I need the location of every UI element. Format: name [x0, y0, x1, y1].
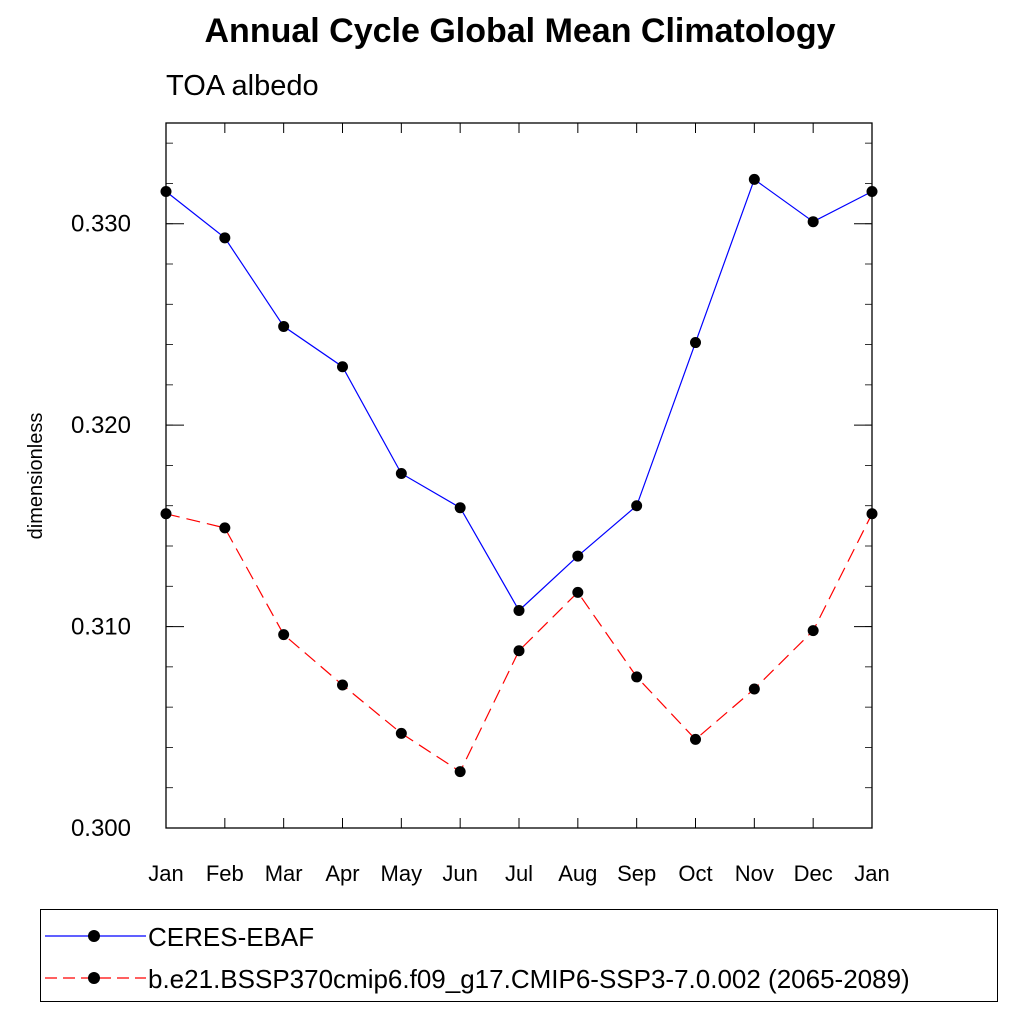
series-layer [160, 173, 878, 778]
data-point-series-2 [866, 508, 878, 520]
data-point-series-1 [513, 604, 525, 616]
x-tick-label: Jan [148, 861, 183, 886]
y-tick-label: 0.330 [71, 211, 131, 238]
x-tick-label: Jan [854, 861, 889, 886]
data-point-series-2 [395, 727, 407, 739]
legend-label-series-2: b.e21.BSSP370cmip6.f09_g17.CMIP6-SSP3-7.… [148, 964, 910, 994]
series-line-2 [165, 513, 873, 773]
chart-title: Annual Cycle Global Mean Climatology [204, 12, 836, 50]
data-point-series-2 [337, 679, 348, 691]
data-point-series-2 [807, 625, 819, 637]
data-point-series-1 [807, 216, 819, 228]
y-tick-label: 0.310 [71, 614, 131, 641]
y-tick-label: 0.300 [71, 815, 131, 842]
data-point-series-1 [454, 502, 466, 514]
data-point-series-2 [513, 645, 525, 657]
chart-subtitle: TOA albedo [166, 70, 319, 102]
data-point-series-1 [219, 232, 231, 244]
x-tick-label: Sep [617, 861, 656, 886]
data-point-series-1 [572, 550, 584, 562]
x-tick-label: May [381, 861, 423, 886]
data-point-series-2 [219, 522, 231, 534]
x-tick-label: Nov [735, 861, 774, 886]
data-point-series-1 [690, 337, 701, 349]
data-point-series-2 [690, 733, 701, 745]
axes: Jan Feb Mar Apr May Jun Jul Aug Sep Oct Nov Dec Jan 0… [71, 122, 890, 886]
data-point-series-2 [278, 629, 290, 641]
data-point-series-1 [160, 185, 172, 197]
plot-frame [165, 122, 873, 829]
x-tick-label: Oct [678, 861, 712, 886]
data-point-series-1 [278, 320, 290, 332]
x-tick-label: Aug [558, 861, 597, 886]
legend-item-series-1: CERES-EBAF [41, 916, 997, 956]
series-line-1 [165, 178, 873, 612]
data-point-series-1 [337, 361, 348, 373]
data-point-series-2 [572, 586, 584, 598]
legend-swatch-series-1 [45, 930, 146, 942]
legend: CERES-EBAF b.e21.BSSP370cmip6.f09_g17.CM… [40, 909, 998, 1002]
data-point-series-2 [454, 766, 466, 778]
y-axis-label: dimensionless [25, 413, 47, 540]
legend-item-series-2: b.e21.BSSP370cmip6.f09_g17.CMIP6-SSP3-7.… [41, 958, 997, 998]
data-point-series-2 [160, 508, 172, 520]
x-tick-label: Feb [206, 861, 244, 886]
legend-swatch-series-2 [45, 972, 146, 984]
x-tick-label: Jun [442, 861, 477, 886]
data-point-series-1 [866, 185, 878, 197]
x-tick-label: Jul [505, 861, 533, 886]
data-point-series-1 [748, 173, 760, 185]
line-chart: Jan Feb Mar Apr May Jun Jul Aug Sep Oct Nov Dec Jan 0… [25, 122, 890, 886]
data-point-series-2 [631, 671, 643, 683]
x-tick-label: Mar [265, 861, 303, 886]
legend-label-series-1: CERES-EBAF [148, 922, 315, 952]
data-point-series-2 [748, 683, 760, 695]
x-tick-label: Apr [325, 861, 359, 886]
data-point-series-1 [631, 500, 643, 512]
x-tick-label: Dec [794, 861, 833, 886]
y-tick-label: 0.320 [71, 412, 131, 439]
data-point-series-1 [395, 467, 407, 479]
